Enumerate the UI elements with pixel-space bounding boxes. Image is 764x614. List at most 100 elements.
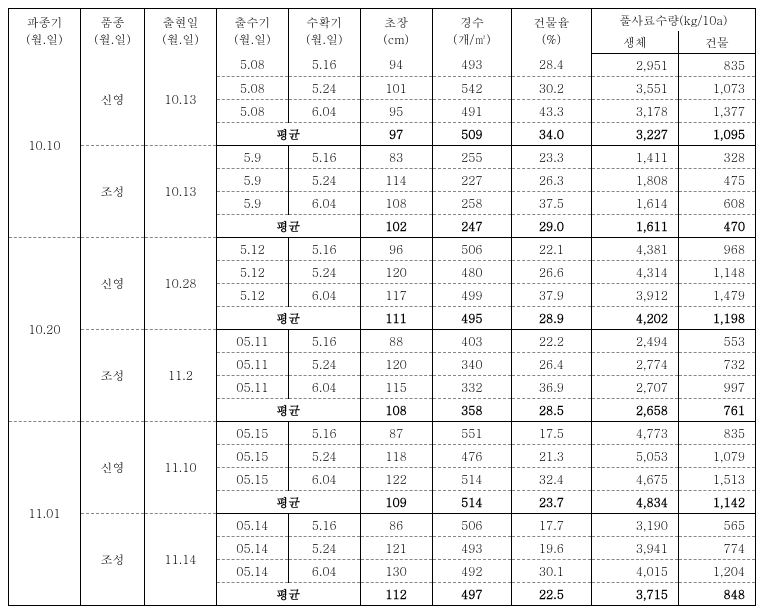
height-cell: 118 — [360, 445, 432, 468]
col-variety: 품종(월.일) — [80, 9, 144, 54]
avg-dm: 22.5 — [512, 583, 592, 606]
avg-stems: 497 — [432, 583, 512, 606]
fresh-cell: 3,912 — [591, 284, 678, 307]
dry-cell: 835 — [678, 54, 755, 77]
dry-cell: 1,148 — [678, 261, 755, 284]
stems-cell: 255 — [432, 146, 512, 169]
harvest-cell: 6.04 — [288, 100, 360, 123]
average-label: 평균 — [216, 123, 360, 146]
height-cell: 95 — [360, 100, 432, 123]
table-header: 파종기(월.일) 품종(월.일) 출현일(월.일) 출수기(월.일) 수확기(월… — [9, 9, 756, 54]
harvest-cell: 5.16 — [288, 422, 360, 445]
fresh-cell: 2,951 — [591, 54, 678, 77]
harvest-cell: 5.16 — [288, 54, 360, 77]
col-height: 초장(cm) — [360, 9, 432, 54]
avg-fresh: 4,834 — [591, 491, 678, 514]
avg-dry: 761 — [678, 399, 755, 422]
heading-cell: 05.15 — [216, 445, 288, 468]
sowing-date-cell: 10.10 — [9, 54, 81, 238]
harvest-cell: 5.24 — [288, 445, 360, 468]
forage-yield-table: 파종기(월.일) 품종(월.일) 출현일(월.일) 출수기(월.일) 수확기(월… — [8, 8, 756, 606]
height-cell: 114 — [360, 169, 432, 192]
avg-dry: 848 — [678, 583, 755, 606]
dry-cell: 1,079 — [678, 445, 755, 468]
average-label: 평균 — [216, 583, 360, 606]
avg-height: 112 — [360, 583, 432, 606]
dm-cell: 37.5 — [512, 192, 592, 215]
average-label: 평균 — [216, 491, 360, 514]
col-stems: 경수(개/㎡) — [432, 9, 512, 54]
fresh-cell: 1,411 — [591, 146, 678, 169]
avg-dry: 1,142 — [678, 491, 755, 514]
avg-dm: 34.0 — [512, 123, 592, 146]
dry-cell: 774 — [678, 537, 755, 560]
avg-dry: 1,198 — [678, 307, 755, 330]
stems-cell: 551 — [432, 422, 512, 445]
fresh-cell: 4,314 — [591, 261, 678, 284]
emergence-cell: 11.14 — [145, 514, 217, 606]
harvest-cell: 6.04 — [288, 376, 360, 399]
table-row: 조성11.1405.145.168650617.73,190565 — [9, 514, 756, 537]
stems-cell: 340 — [432, 353, 512, 376]
height-cell: 83 — [360, 146, 432, 169]
avg-stems: 514 — [432, 491, 512, 514]
harvest-cell: 5.16 — [288, 146, 360, 169]
dm-cell: 26.3 — [512, 169, 592, 192]
avg-height: 102 — [360, 215, 432, 238]
variety-cell: 조성 — [80, 146, 144, 238]
stems-cell: 258 — [432, 192, 512, 215]
sowing-date-cell: 10.20 — [9, 238, 81, 422]
stems-cell: 493 — [432, 54, 512, 77]
heading-cell: 5.08 — [216, 54, 288, 77]
heading-cell: 5.12 — [216, 261, 288, 284]
table-row: 10.20신영10.285.125.169650622.14,381968 — [9, 238, 756, 261]
stems-cell: 506 — [432, 514, 512, 537]
avg-dry: 1,095 — [678, 123, 755, 146]
harvest-cell: 6.04 — [288, 284, 360, 307]
avg-dm: 23.7 — [512, 491, 592, 514]
heading-cell: 5.08 — [216, 77, 288, 100]
avg-height: 111 — [360, 307, 432, 330]
table-body: 10.10신영10.135.085.169449328.42,9518355.0… — [9, 54, 756, 606]
dry-cell: 1,479 — [678, 284, 755, 307]
heading-cell: 5.9 — [216, 192, 288, 215]
stems-cell: 492 — [432, 560, 512, 583]
stems-cell: 506 — [432, 238, 512, 261]
dry-cell: 835 — [678, 422, 755, 445]
dm-cell: 26.6 — [512, 261, 592, 284]
dm-cell: 21.3 — [512, 445, 592, 468]
fresh-cell: 5,053 — [591, 445, 678, 468]
stems-cell: 514 — [432, 468, 512, 491]
dm-cell: 22.1 — [512, 238, 592, 261]
table-row: 조성11.205.115.168840322.22,494553 — [9, 330, 756, 353]
height-cell: 120 — [360, 261, 432, 284]
fresh-cell: 1,808 — [591, 169, 678, 192]
harvest-cell: 6.04 — [288, 192, 360, 215]
fresh-cell: 4,773 — [591, 422, 678, 445]
table-row: 10.10신영10.135.085.169449328.42,951835 — [9, 54, 756, 77]
dm-cell: 17.5 — [512, 422, 592, 445]
dry-cell: 1,073 — [678, 77, 755, 100]
dry-cell: 1,377 — [678, 100, 755, 123]
avg-fresh: 3,715 — [591, 583, 678, 606]
variety-cell: 신영 — [80, 238, 144, 330]
stems-cell: 480 — [432, 261, 512, 284]
harvest-cell: 5.16 — [288, 514, 360, 537]
dry-cell: 328 — [678, 146, 755, 169]
emergence-cell: 10.13 — [145, 146, 217, 238]
heading-cell: 5.9 — [216, 146, 288, 169]
col-dry: 건물 — [678, 31, 755, 54]
stems-cell: 332 — [432, 376, 512, 399]
height-cell: 88 — [360, 330, 432, 353]
fresh-cell: 3,178 — [591, 100, 678, 123]
dm-cell: 32.4 — [512, 468, 592, 491]
avg-height: 97 — [360, 123, 432, 146]
fresh-cell: 2,774 — [591, 353, 678, 376]
dry-cell: 1,204 — [678, 560, 755, 583]
fresh-cell: 2,707 — [591, 376, 678, 399]
avg-stems: 509 — [432, 123, 512, 146]
col-harvest: 수확기(월.일) — [288, 9, 360, 54]
height-cell: 130 — [360, 560, 432, 583]
avg-fresh: 2,658 — [591, 399, 678, 422]
dm-cell: 26.4 — [512, 353, 592, 376]
